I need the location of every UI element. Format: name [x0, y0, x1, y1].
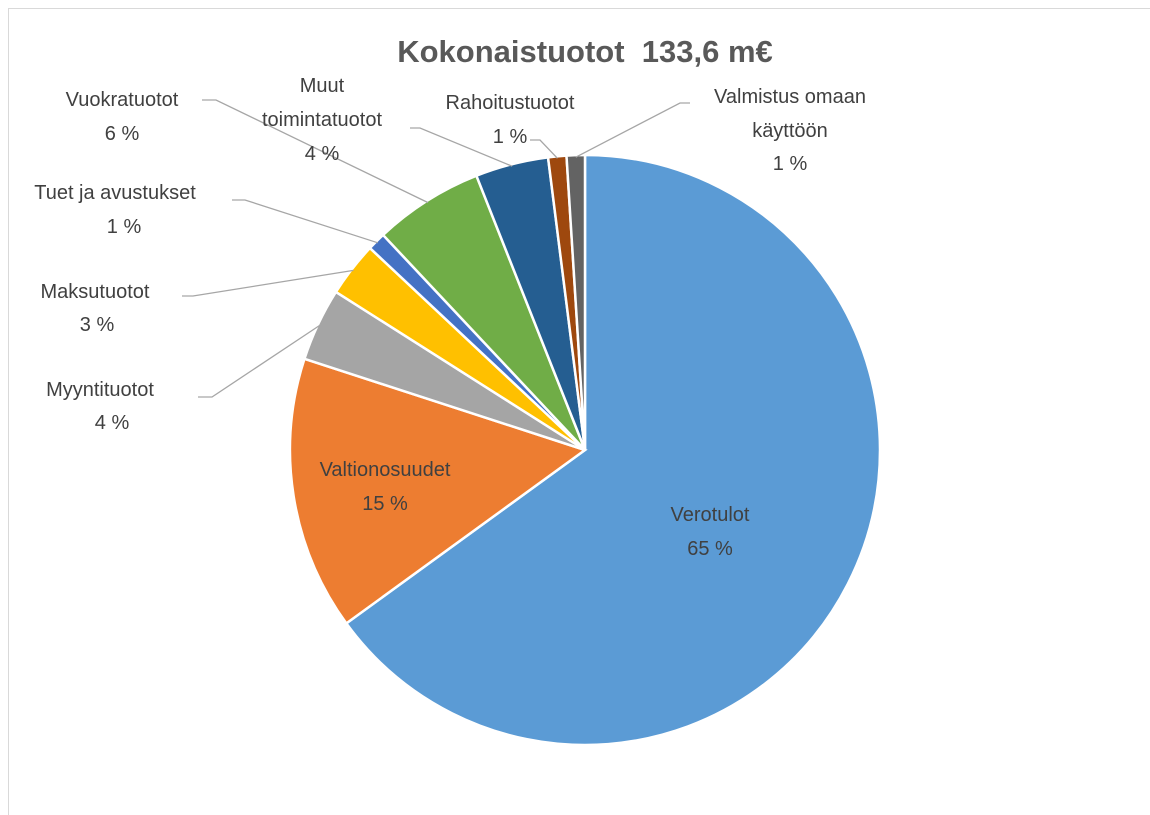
value-label: 4 %	[94, 412, 130, 434]
leader-line	[182, 269, 354, 297]
pie-slice	[344, 153, 882, 747]
slice-label: Muut toimintatuotot	[261, 75, 383, 131]
value-label: 6 %	[104, 123, 140, 145]
leader-line	[232, 199, 379, 244]
pie-slice	[565, 153, 587, 451]
value-label: 15 %	[362, 493, 408, 515]
value-label: 65 %	[687, 538, 733, 560]
value-label: 4 %	[304, 143, 340, 165]
slice-label: Rahoitustuotot	[445, 92, 575, 114]
value-label: 3 %	[79, 314, 115, 336]
chart-title: Kokonaistuotot 133,6 m€	[397, 34, 773, 69]
slice-label: Verotulot	[670, 504, 750, 526]
slice-label: Valtionosuudet	[319, 459, 451, 481]
value-label: 1 %	[106, 216, 142, 238]
slice-label: Vuokratuotot	[65, 89, 179, 111]
leader-line	[202, 99, 429, 204]
value-label: 1 %	[772, 153, 808, 175]
value-label: 1 %	[492, 126, 528, 148]
leader-line	[410, 127, 513, 167]
slice-label: Valmistus omaan käyttöön	[714, 86, 866, 142]
leader-line	[575, 102, 690, 158]
chart-border	[8, 8, 1150, 815]
slice-label: Maksutuotot	[40, 281, 150, 303]
slice-label: Tuet ja avustukset	[34, 182, 196, 204]
leader-line	[530, 139, 558, 159]
pie-slice	[288, 357, 588, 626]
leader-line	[198, 324, 321, 398]
slice-label: Myyntituotot	[46, 379, 154, 401]
